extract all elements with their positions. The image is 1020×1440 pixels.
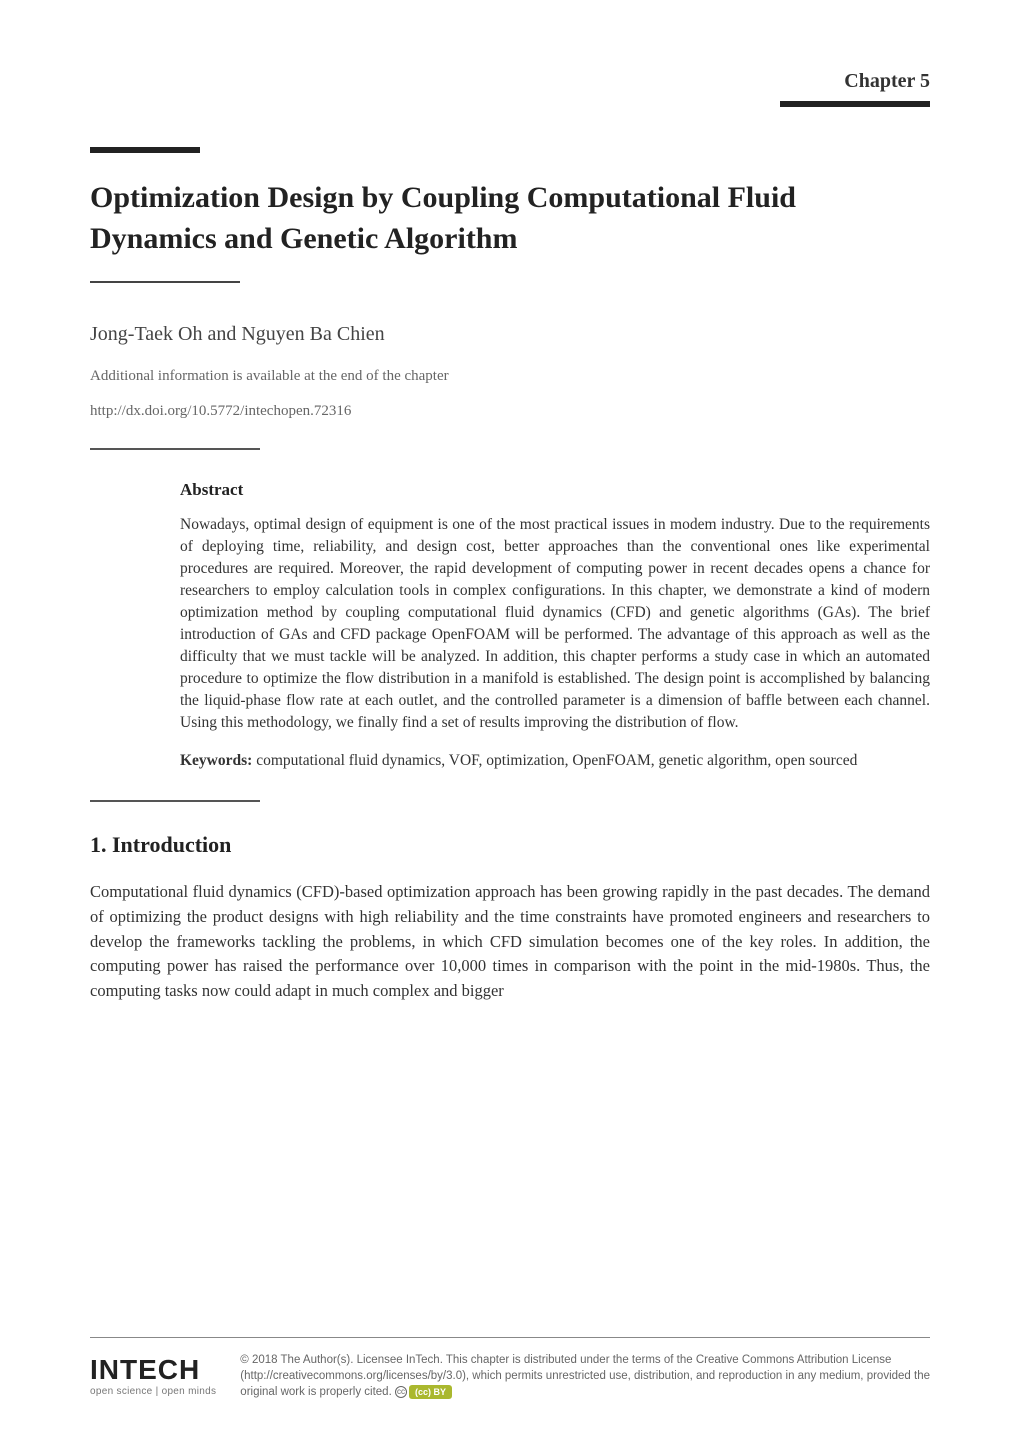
- keywords-label: Keywords:: [180, 752, 252, 769]
- abstract-bottom-divider: [90, 800, 260, 802]
- footer: INTECH open science | open minds © 2018 …: [90, 1337, 930, 1400]
- additional-info-note: Additional information is available at t…: [90, 368, 930, 385]
- logo-tagline: open science | open minds: [90, 1386, 216, 1397]
- authors: Jong-Taek Oh and Nguyen Ba Chien: [90, 323, 930, 346]
- intro-body: Computational fluid dynamics (CFD)-based…: [90, 880, 930, 1004]
- chapter-label: Chapter 5: [90, 70, 930, 93]
- intro-heading: 1. Introduction: [90, 832, 930, 858]
- keywords-text: computational fluid dynamics, VOF, optim…: [252, 752, 857, 769]
- abstract-block: Abstract Nowadays, optimal design of equ…: [90, 480, 930, 772]
- copyright-body: © 2018 The Author(s). Licensee InTech. T…: [240, 1354, 930, 1398]
- cc-icon: cc: [395, 1386, 407, 1398]
- logo-text: INTECH: [90, 1354, 216, 1386]
- copyright-text: © 2018 The Author(s). Licensee InTech. T…: [240, 1352, 930, 1400]
- cc-by-badge: (cc) BY: [409, 1385, 452, 1400]
- title-underline: [90, 281, 240, 283]
- doi-link[interactable]: http://dx.doi.org/10.5772/intechopen.723…: [90, 403, 930, 420]
- abstract-heading: Abstract: [180, 480, 930, 500]
- chapter-accent-bar: [780, 101, 930, 107]
- abstract-top-divider: [90, 448, 260, 450]
- abstract-body: Nowadays, optimal design of equipment is…: [180, 514, 930, 734]
- publisher-logo: INTECH open science | open minds: [90, 1354, 216, 1397]
- chapter-title: Optimization Design by Coupling Computat…: [90, 178, 930, 259]
- title-accent-bar: [90, 147, 200, 153]
- keywords: Keywords: computational fluid dynamics, …: [180, 750, 930, 772]
